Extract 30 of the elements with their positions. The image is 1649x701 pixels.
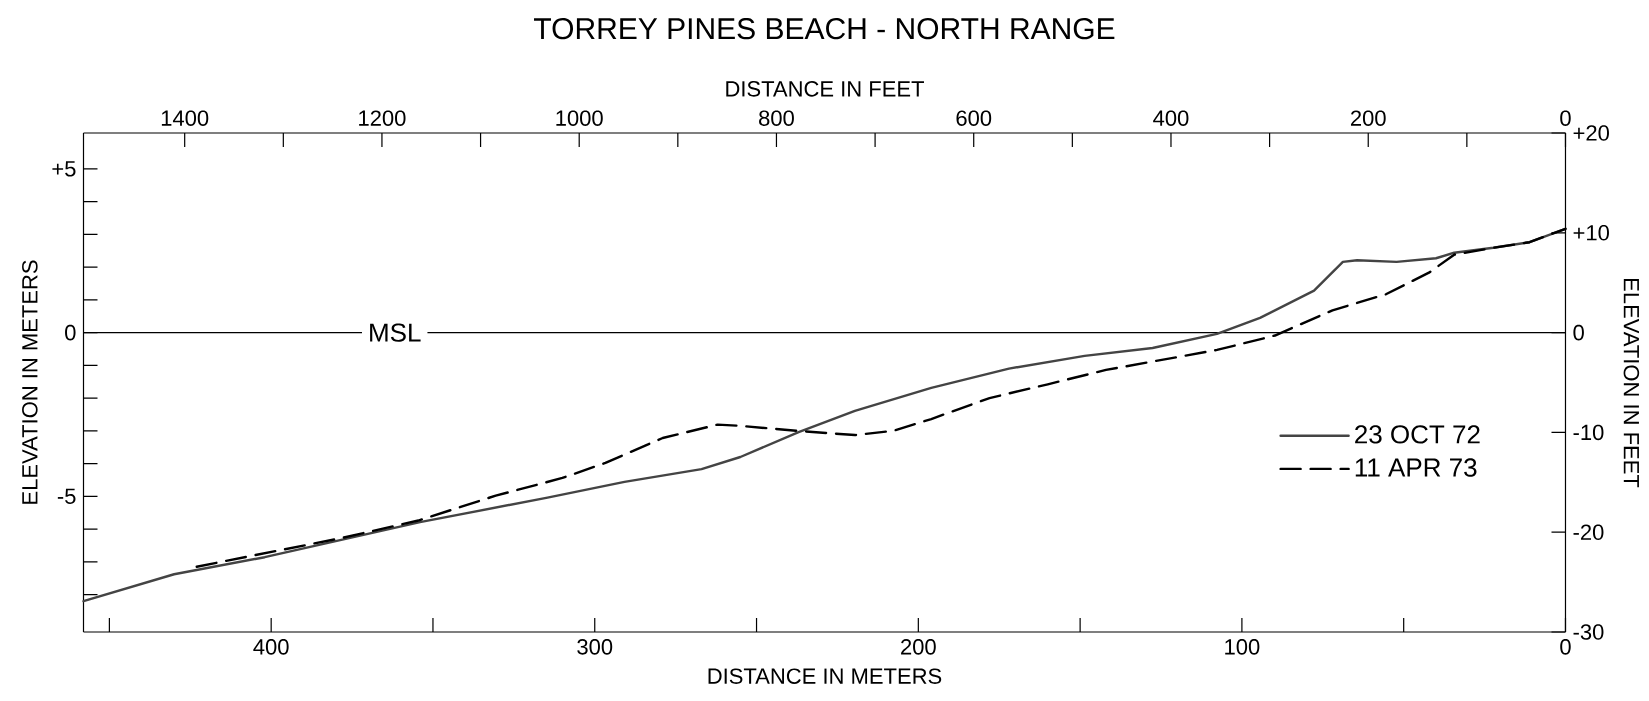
- legend-label: 23 OCT 72: [1355, 425, 1480, 444]
- y2-tick-label: -20: [1573, 524, 1604, 540]
- y2-axis-title: ELEVATION IN FEET: [1623, 278, 1640, 488]
- y-axis-title: ELEVATION IN METERS: [22, 260, 38, 504]
- y2-tick-label: +10: [1573, 225, 1609, 241]
- x2-tick-label: 800: [759, 110, 794, 126]
- x2-tick-label: 400: [1153, 110, 1189, 126]
- x-tick-label: 100: [1225, 639, 1260, 655]
- y-tick-label: -5: [57, 488, 76, 504]
- x2-tick-label: 600: [956, 110, 992, 126]
- y-tick-label: +5: [52, 161, 76, 177]
- y2-tick-label: -30: [1573, 624, 1604, 640]
- y-tick-label: 0: [65, 324, 76, 341]
- x2-tick-label: 1400: [161, 110, 209, 126]
- x2-tick-label: 1000: [556, 110, 603, 126]
- x-tick-label: 300: [577, 639, 613, 655]
- x2-axis-title: DISTANCE IN FEET: [726, 81, 924, 97]
- ref-line-label: MSL: [370, 323, 421, 342]
- x-tick-label: 200: [901, 639, 936, 655]
- chart-title: TORREY PINES BEACH - NORTH RANGE: [534, 18, 1115, 40]
- y2-tick-label: 0: [1573, 324, 1584, 341]
- x2-tick-label: 1200: [359, 110, 406, 126]
- y2-tick-label: -10: [1573, 424, 1604, 441]
- y2-tick-label: +20: [1573, 125, 1609, 141]
- x-tick-label: 0: [1560, 639, 1571, 655]
- x-axis-title: DISTANCE IN METERS: [708, 668, 942, 684]
- x2-tick-label: 0: [1560, 110, 1571, 126]
- x-tick-label: 400: [253, 639, 289, 655]
- x2-tick-label: 200: [1350, 110, 1386, 126]
- legend-label: 11 APR 73: [1355, 458, 1477, 477]
